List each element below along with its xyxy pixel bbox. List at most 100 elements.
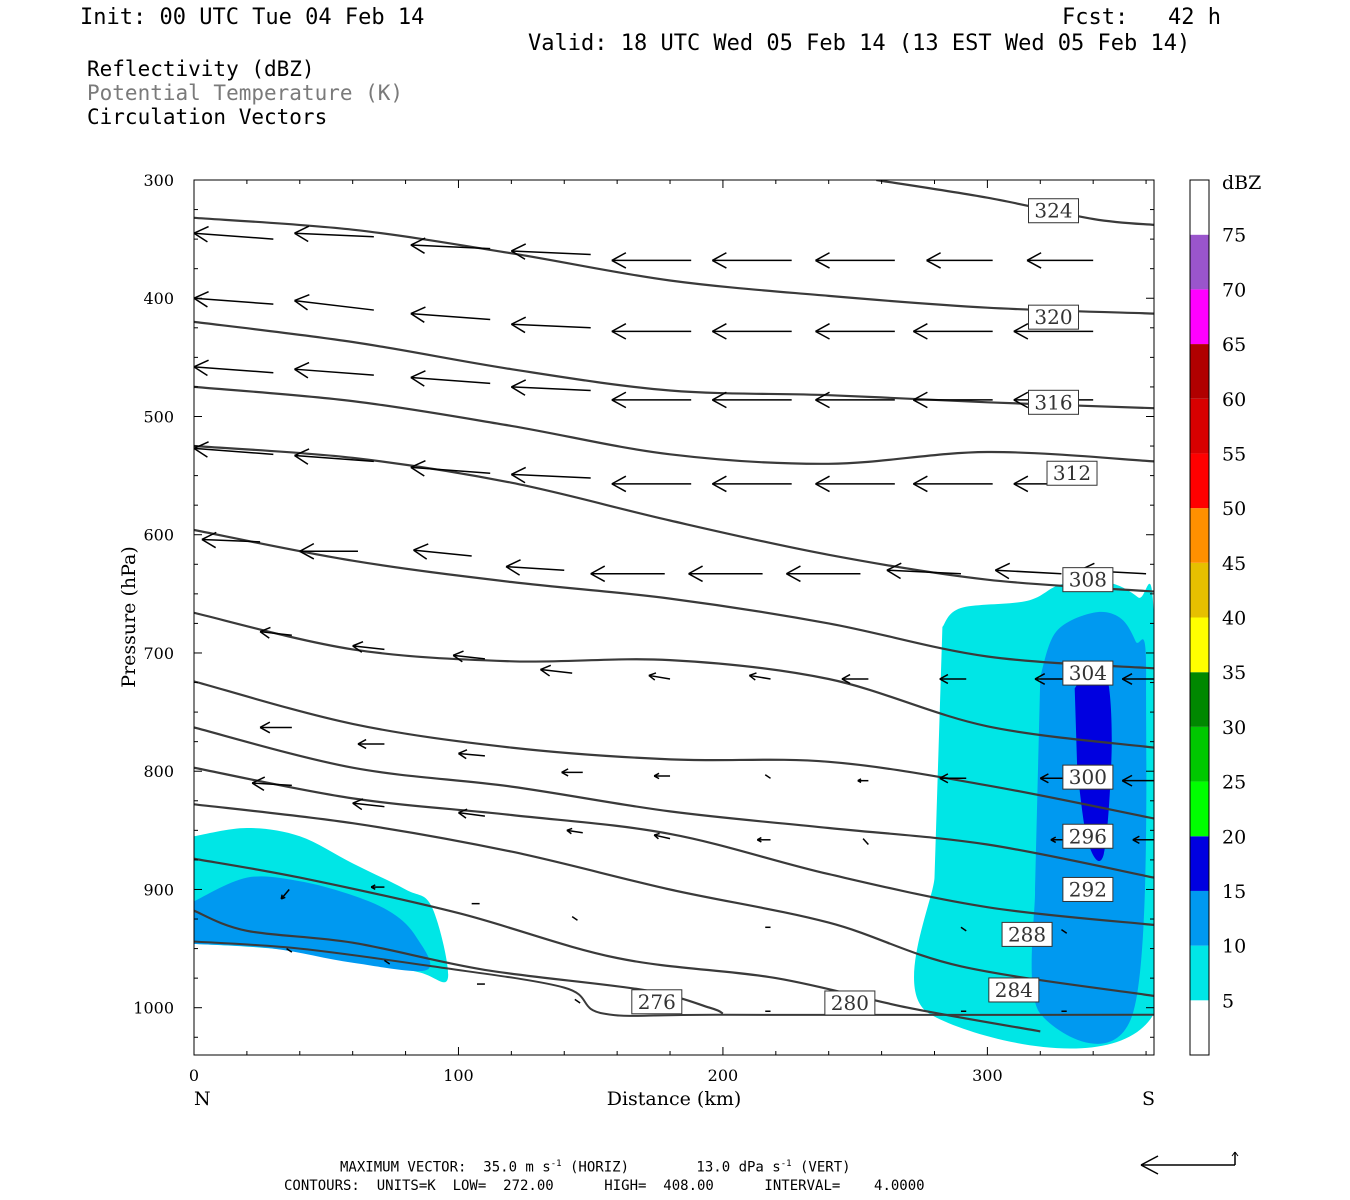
circulation-vector [294,448,374,465]
theta-contour [194,216,1154,315]
circulation-vector [748,672,771,681]
colorbar-segment [1190,344,1209,399]
circulation-vector [711,475,792,493]
circulation-vector [251,776,292,792]
contour-label: 320 [1034,305,1072,329]
colorbar-label: 75 [1222,225,1246,247]
contour-label-box [1028,198,1080,224]
colorbar-label: 30 [1222,717,1246,739]
circulation-vector [886,562,961,580]
y-tick-label: 500 [143,407,174,426]
contour-label-box [1062,660,1114,686]
contour-label: 324 [1034,199,1072,223]
y-axis-title: Pressure (hPa) [118,546,140,688]
circulation-vector [653,772,671,780]
valid-time: Valid: 18 UTC Wed 05 Feb 14 (13 EST Wed … [528,31,1191,56]
circulation-vector [862,838,869,846]
circulation-vector [259,721,292,734]
contour-label: 304 [1069,661,1107,685]
circulation-vector [611,475,692,493]
circulation-vector [201,531,261,549]
circulation-vector [194,359,274,377]
circulation-vector [786,565,861,583]
circulation-vector [510,466,591,484]
circulation-vector [194,441,274,458]
circulation-vector [653,832,671,840]
circulation-vector [294,225,374,243]
theta-contour [194,857,1041,1033]
circulation-vector [352,798,385,811]
legend-circulation-vectors: Circulation Vectors [87,105,328,129]
contour-label-box [824,990,876,1016]
circulation-vector [815,475,895,493]
circulation-vector [926,252,993,269]
x-end-label-right: S [1142,1088,1155,1110]
legend-potential-temperature: Potential Temperature (K) [87,81,404,105]
y-tick-label: 900 [143,880,174,899]
contour-label-box [1062,764,1114,790]
circulation-vector [611,323,692,340]
circulation-vector [764,774,771,779]
circulation-vector [1013,323,1094,340]
x-axis-title: Distance (km) [607,1088,742,1110]
circulation-vector [756,836,771,843]
contour-label: 308 [1069,568,1107,592]
circulation-vector [458,808,486,819]
circulation-vector [370,884,385,890]
colorbar-label: 45 [1222,553,1246,575]
circulation-vector [540,664,573,677]
circulation-vector [815,323,895,340]
theta-contour [194,680,1154,820]
circulation-vector [939,673,967,685]
x-tick-label: 100 [443,1066,474,1085]
contour-label: 280 [831,991,869,1015]
theta-contour [194,385,1154,465]
circulation-vector [912,323,993,340]
theta-contour [876,180,1154,226]
circulation-vector [357,738,385,750]
circulation-vector [912,391,993,409]
circulation-vector [1121,774,1154,787]
circulation-vector [410,460,491,477]
contour-label: 288 [1008,922,1046,946]
colorbar-segment [1190,180,1209,235]
circulation-vector [571,916,578,921]
circulation-vector [1061,929,1068,934]
colorbar-title: dBZ [1222,172,1261,194]
theta-contour [194,909,724,1015]
colorbar-segment [1190,508,1209,563]
contour-label: 300 [1069,765,1107,789]
theta-contour [194,528,1154,670]
contour-label-box [1062,876,1114,902]
theta-contour [194,726,1154,879]
circulation-vector [939,773,967,784]
contour-label: 316 [1034,390,1072,414]
circulation-vector [294,293,374,311]
colorbar-frame [1189,179,1210,1056]
colorbar-segment [1190,1000,1209,1055]
colorbar-segment [1190,726,1209,782]
contour-label: 276 [638,990,676,1014]
colorbar-segment [1190,617,1209,673]
circulation-vector [815,252,895,269]
y-tick-label: 400 [143,289,174,308]
contour-label: 292 [1069,877,1107,901]
contour-label-box [988,977,1040,1003]
circulation-vector [815,391,895,409]
y-tick-label: 700 [143,644,174,663]
circulation-vector [299,542,358,560]
theta-contour [194,803,1154,997]
colorbar-segment [1190,562,1209,618]
init-time: Init: 00 UTC Tue 04 Feb 14 [80,5,425,30]
circulation-vector [259,626,292,639]
circulation-vector [286,947,293,953]
contour-label: 284 [995,978,1033,1002]
contour-label: 296 [1069,824,1107,848]
circulation-vector [410,237,491,254]
reflectivity-region [194,876,431,972]
x-end-label-left: N [194,1088,211,1110]
circulation-vector [960,926,967,932]
colorbar-label: 40 [1222,608,1246,630]
circulation-vector [510,243,591,260]
